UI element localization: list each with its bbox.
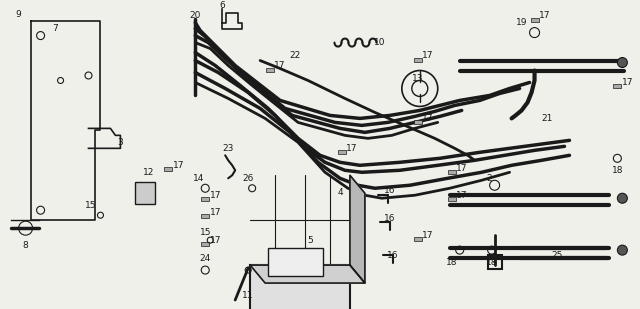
Bar (448, 197, 456, 201)
Text: 17: 17 (539, 11, 550, 20)
Bar (201, 242, 209, 246)
Bar (414, 237, 422, 241)
Text: 21: 21 (542, 114, 553, 123)
Text: 17: 17 (422, 231, 433, 240)
Text: 4: 4 (337, 188, 343, 197)
Text: 16: 16 (387, 251, 399, 260)
Text: 18: 18 (486, 258, 497, 267)
Text: 17: 17 (422, 114, 433, 123)
Bar (531, 18, 538, 22)
Text: 13: 13 (412, 74, 424, 83)
Bar (613, 84, 621, 88)
Bar (201, 214, 209, 218)
Text: 2: 2 (487, 174, 492, 183)
Bar (414, 57, 422, 61)
Circle shape (618, 57, 627, 67)
Text: 17: 17 (422, 51, 433, 60)
Bar (250, 265, 350, 309)
Text: 6: 6 (220, 1, 225, 10)
Text: 19: 19 (516, 18, 527, 27)
Bar (448, 170, 456, 174)
Text: 3: 3 (118, 138, 124, 147)
Text: 18: 18 (446, 258, 458, 267)
Text: 23: 23 (223, 144, 234, 153)
Bar (201, 197, 209, 201)
Text: 17: 17 (209, 208, 221, 217)
Polygon shape (350, 175, 365, 283)
Text: 5: 5 (307, 236, 313, 245)
Text: 17: 17 (456, 164, 467, 173)
Text: 25: 25 (552, 251, 563, 260)
Circle shape (618, 245, 627, 255)
Text: 17: 17 (275, 61, 286, 70)
Circle shape (618, 193, 627, 203)
Bar (268, 248, 323, 276)
Text: 16: 16 (384, 214, 396, 223)
Bar (488, 255, 502, 269)
Text: 18: 18 (612, 166, 623, 175)
Bar (338, 150, 346, 154)
Text: 15: 15 (200, 228, 211, 237)
Text: 17: 17 (346, 144, 358, 153)
Bar (266, 67, 274, 71)
Text: 14: 14 (193, 174, 204, 183)
Text: 17: 17 (209, 236, 221, 245)
Text: 10: 10 (374, 38, 386, 47)
Text: 8: 8 (23, 241, 29, 250)
Text: 20: 20 (189, 11, 201, 20)
Text: 17: 17 (621, 78, 633, 87)
Text: 7: 7 (52, 24, 58, 33)
Text: 11: 11 (243, 290, 254, 299)
Text: 22: 22 (289, 51, 301, 60)
Text: 17: 17 (173, 161, 184, 170)
Bar (136, 182, 156, 204)
Text: 17: 17 (456, 191, 467, 200)
Text: 1: 1 (492, 256, 497, 265)
Text: 26: 26 (243, 174, 254, 183)
Bar (164, 167, 172, 171)
Text: 24: 24 (200, 254, 211, 263)
Text: 15: 15 (84, 201, 96, 210)
Text: 9: 9 (16, 10, 22, 19)
Text: 17: 17 (209, 191, 221, 200)
Bar (414, 121, 422, 125)
Polygon shape (250, 265, 365, 283)
Text: 16: 16 (384, 186, 396, 195)
Text: 12: 12 (143, 168, 154, 177)
